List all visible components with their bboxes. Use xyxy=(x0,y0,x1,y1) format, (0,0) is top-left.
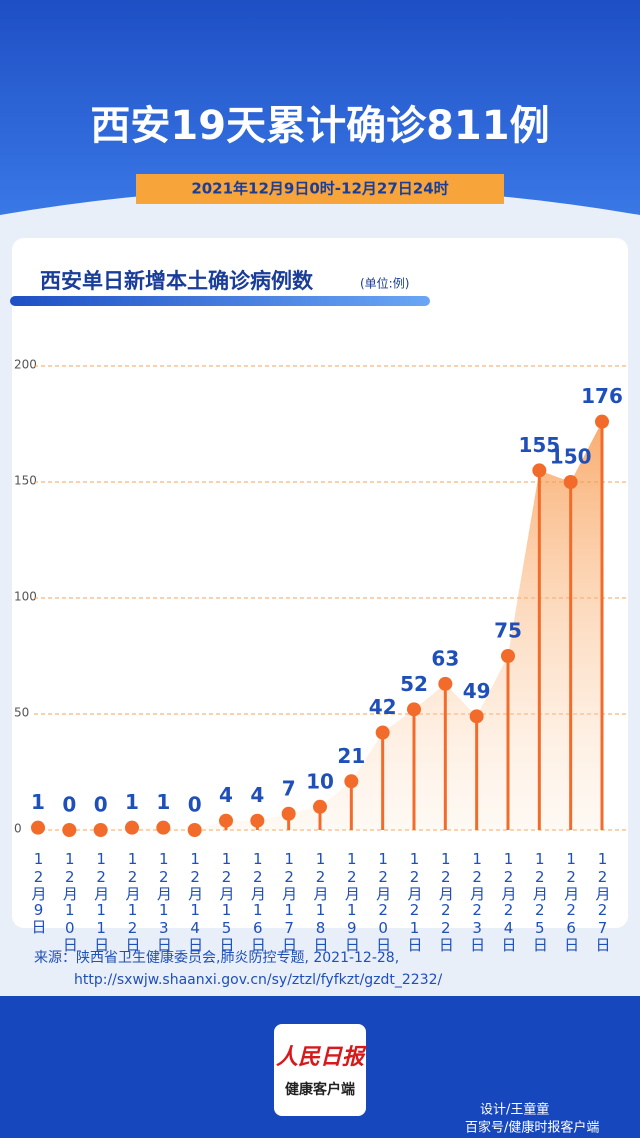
value-label: 1 xyxy=(125,790,139,814)
area xyxy=(38,421,602,830)
x-tick-label: 12月25日 xyxy=(531,850,549,952)
dot xyxy=(375,725,390,740)
x-tick-label: 12月16日 xyxy=(249,850,267,952)
value-label: 42 xyxy=(369,695,397,719)
designer: 设计/王童童 xyxy=(480,1102,549,1118)
title-bar xyxy=(10,296,430,306)
x-tick-label: 12月15日 xyxy=(218,850,236,952)
dot xyxy=(62,823,77,837)
dot xyxy=(187,823,202,837)
logo-top: 人民日报 xyxy=(276,1045,367,1070)
y-tick-label: 50 xyxy=(14,706,29,720)
value-label: 75 xyxy=(494,619,522,643)
header-bg xyxy=(0,0,640,215)
value-label: 0 xyxy=(62,793,76,817)
logo xyxy=(274,1024,366,1116)
x-tick-label: 12月22日 xyxy=(437,850,455,952)
x-tick-label: 12月20日 xyxy=(374,850,392,952)
value-label: 1 xyxy=(31,790,45,814)
value-label: 176 xyxy=(581,384,623,408)
dot xyxy=(438,676,453,691)
value-label: 155 xyxy=(518,433,560,457)
x-tick-label: 12月10日 xyxy=(61,850,79,952)
dot xyxy=(281,806,296,821)
value-label: 4 xyxy=(219,783,233,807)
dot xyxy=(250,813,265,828)
x-tick-label: 12月11日 xyxy=(92,850,110,952)
value-label: 4 xyxy=(250,783,264,807)
x-tick-label: 12月27日 xyxy=(594,850,612,952)
dot xyxy=(595,414,609,429)
value-label: 0 xyxy=(188,793,202,817)
x-tick-label: 12月23日 xyxy=(468,850,486,952)
dot xyxy=(156,820,171,835)
x-tick-label: 12月13日 xyxy=(155,850,173,952)
logo-bottom: 健康客户端 xyxy=(285,1081,355,1098)
dot xyxy=(344,774,359,789)
title: 西安19天累计确诊811例 xyxy=(90,103,549,149)
value-label: 0 xyxy=(94,793,108,817)
value-label: 63 xyxy=(431,646,459,670)
dot xyxy=(532,463,547,478)
dot xyxy=(313,799,327,814)
dot xyxy=(469,709,484,724)
dot xyxy=(219,813,233,828)
source-line: 来源：陕西省卫生健康委员会,肺炎防控专题, 2021-12-28, xyxy=(34,949,399,966)
y-tick-label: 0 xyxy=(14,822,22,836)
x-tick-label: 12月14日 xyxy=(186,850,204,952)
y-tick-label: 150 xyxy=(14,474,37,488)
dot xyxy=(125,820,139,835)
value-label: 10 xyxy=(306,769,334,793)
plot: 050100150200112月9日012月10日012月11日112月12日1… xyxy=(14,358,628,952)
x-tick-label: 12月12日 xyxy=(124,850,142,952)
x-tick-label: 12月19日 xyxy=(343,850,361,952)
x-tick-label: 12月26日 xyxy=(562,850,580,952)
x-tick-label: 12月17日 xyxy=(280,850,298,952)
dot xyxy=(501,649,515,663)
value-label: 1 xyxy=(156,790,170,814)
subtitle: 2021年12月9日0时-12月27日24时 xyxy=(191,180,448,198)
subtitle-banner xyxy=(136,174,504,204)
x-tick-label: 12月9日 xyxy=(30,850,48,934)
x-tick-label: 12月21日 xyxy=(406,850,424,952)
value-label: 7 xyxy=(282,776,296,800)
source-url: http://sxwjw.shaanxi.gov.cn/sy/ztzl/fyfk… xyxy=(74,972,443,988)
x-tick-label: 12月24日 xyxy=(500,850,518,952)
dot xyxy=(31,820,45,835)
dot xyxy=(563,475,578,489)
dot xyxy=(407,702,421,717)
y-tick-label: 100 xyxy=(14,590,37,604)
value-label: 150 xyxy=(550,445,592,469)
watermark: 百家号/健康时报客户端 xyxy=(465,1120,599,1136)
chart-title: 西安单日新增本土确诊病例数 xyxy=(40,269,314,293)
y-tick-label: 200 xyxy=(14,358,37,372)
unit: (单位:例) xyxy=(360,276,409,291)
value-label: 49 xyxy=(463,679,491,703)
value-label: 52 xyxy=(400,672,428,696)
value-label: 21 xyxy=(337,744,365,768)
dot xyxy=(93,823,108,837)
x-tick-label: 12月18日 xyxy=(312,850,330,952)
